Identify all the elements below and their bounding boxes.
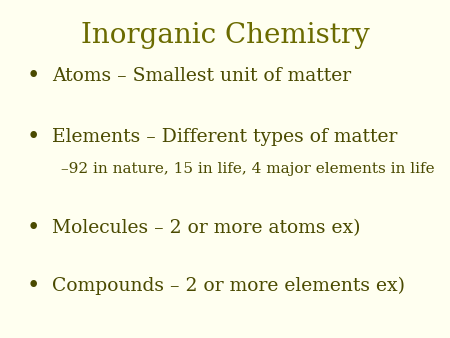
Text: Inorganic Chemistry: Inorganic Chemistry (81, 22, 369, 49)
Text: •: • (27, 274, 40, 297)
Text: –92 in nature, 15 in life, 4 major elements in life: –92 in nature, 15 in life, 4 major eleme… (61, 162, 434, 176)
Text: Atoms – Smallest unit of matter: Atoms – Smallest unit of matter (52, 67, 351, 85)
Text: •: • (27, 217, 40, 239)
Text: Compounds – 2 or more elements ex): Compounds – 2 or more elements ex) (52, 276, 411, 295)
Text: Elements – Different types of matter: Elements – Different types of matter (52, 128, 397, 146)
Text: •: • (27, 126, 40, 148)
Text: •: • (27, 65, 40, 87)
Text: Molecules – 2 or more atoms ex): Molecules – 2 or more atoms ex) (52, 219, 366, 237)
